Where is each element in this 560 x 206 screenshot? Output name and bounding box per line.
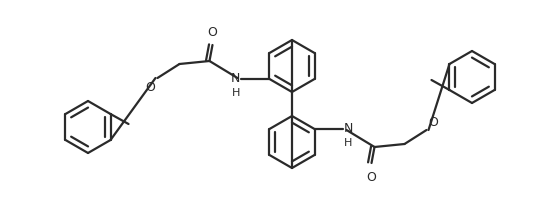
Text: H: H (343, 137, 352, 147)
Text: O: O (367, 170, 376, 183)
Text: O: O (428, 115, 438, 128)
Text: N: N (343, 122, 353, 135)
Text: N: N (231, 72, 240, 85)
Text: O: O (208, 26, 217, 39)
Text: H: H (232, 88, 240, 97)
Text: O: O (146, 81, 156, 94)
